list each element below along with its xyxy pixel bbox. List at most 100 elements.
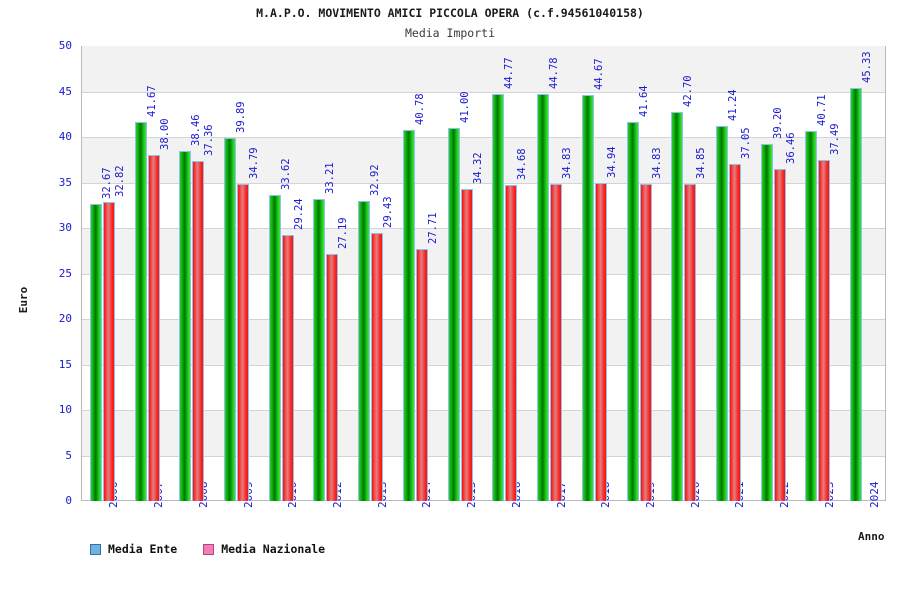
y-axis-tick-label: 10 xyxy=(58,403,72,416)
y-axis-tick-label: 25 xyxy=(58,266,72,280)
bar-value-label: 44.77 xyxy=(503,56,516,89)
bar-media-ente-2007[interactable] xyxy=(134,121,147,501)
bar-media-nazionale-2010[interactable] xyxy=(281,234,294,501)
bar-media-ente-2019[interactable] xyxy=(626,122,639,501)
y-axis-tick-label: 15 xyxy=(58,357,72,371)
bar-media-nazionale-2008[interactable] xyxy=(192,161,205,501)
bar-media-ente-2010[interactable] xyxy=(268,195,281,501)
bar-value-label: 45.33 xyxy=(861,51,874,84)
y-axis-title: Euro xyxy=(16,286,30,314)
bar-value-label: 39.89 xyxy=(235,101,248,133)
plot-band xyxy=(82,410,885,456)
bar-media-nazionale-2016[interactable] xyxy=(505,185,518,501)
chart-legend: Media Ente Media Nazionale xyxy=(90,542,325,556)
bar-media-ente-2022[interactable] xyxy=(760,144,773,501)
plot-area xyxy=(81,46,886,501)
bar-media-ente-2020[interactable] xyxy=(671,112,684,501)
bar-media-ente-2006[interactable] xyxy=(89,203,102,501)
bar-media-nazionale-2014[interactable] xyxy=(415,248,428,501)
bar-value-label: 44.67 xyxy=(592,57,605,90)
bar-media-ente-2016[interactable] xyxy=(492,93,505,501)
gridline xyxy=(82,319,885,320)
bar-media-nazionale-2007[interactable] xyxy=(147,155,160,501)
bar-media-nazionale-2015[interactable] xyxy=(460,188,473,501)
bar-media-ente-2009[interactable] xyxy=(224,138,237,501)
gridline xyxy=(82,364,885,366)
bar-value-label: 34.68 xyxy=(516,148,529,181)
legend-item-media-nazionale[interactable]: Media Nazionale xyxy=(203,542,325,556)
bar-value-label: 41.64 xyxy=(637,85,650,118)
gridline xyxy=(82,137,885,138)
bar-value-label: 34.94 xyxy=(605,146,618,179)
bar-value-label: 34.32 xyxy=(471,152,484,184)
bar-media-ente-2015[interactable] xyxy=(447,127,460,501)
y-axis-tick-label: 30 xyxy=(58,221,72,234)
gridline xyxy=(82,273,885,275)
bar-value-label: 40.71 xyxy=(816,93,829,126)
bar-value-label: 32.67 xyxy=(100,167,113,199)
bar-media-nazionale-2013[interactable] xyxy=(371,233,384,501)
y-axis-tick-label: 5 xyxy=(65,448,72,462)
y-axis-tick-label: 45 xyxy=(58,84,72,98)
bar-media-nazionale-2019[interactable] xyxy=(639,184,652,501)
plot-band xyxy=(82,228,885,274)
gridline xyxy=(82,410,885,411)
bar-value-label: 32.92 xyxy=(369,164,382,197)
bar-media-nazionale-2023[interactable] xyxy=(818,159,831,501)
bar-media-nazionale-2020[interactable] xyxy=(684,183,697,501)
bar-media-ente-2012[interactable] xyxy=(313,198,326,501)
bar-value-label: 33.62 xyxy=(279,158,292,191)
bar-value-label: 33.21 xyxy=(324,162,337,194)
bar-media-ente-2014[interactable] xyxy=(402,129,415,501)
bar-value-label: 41.24 xyxy=(726,89,739,121)
bar-media-nazionale-2018[interactable] xyxy=(594,183,607,501)
legend-label-media-ente: Media Ente xyxy=(108,542,178,556)
bar-value-label: 27.19 xyxy=(337,216,350,249)
bar-value-label: 34.85 xyxy=(695,147,708,179)
bar-media-ente-2024[interactable] xyxy=(850,88,863,501)
bar-value-label: 29.24 xyxy=(292,198,305,230)
bar-value-label: 38.46 xyxy=(190,114,203,146)
bar-value-label: 42.70 xyxy=(682,75,695,108)
plot-band xyxy=(82,319,885,365)
bar-value-label: 40.78 xyxy=(413,93,426,125)
y-axis-tick-label: 35 xyxy=(58,175,72,189)
gridline xyxy=(82,91,885,93)
legend-swatch-icon-media-nazionale xyxy=(203,543,215,555)
bar-value-label: 34.83 xyxy=(561,147,574,180)
x-axis-tick-label-2024: 2024 xyxy=(867,481,881,509)
legend-item-media-ente[interactable]: Media Ente xyxy=(90,542,177,556)
bar-media-nazionale-2022[interactable] xyxy=(773,169,786,501)
plot-band xyxy=(82,46,885,92)
bar-value-label: 38.00 xyxy=(158,118,171,151)
bar-value-label: 27.71 xyxy=(426,212,439,244)
legend-swatch-icon-media-ente xyxy=(90,543,101,555)
x-axis-title: Anno xyxy=(858,530,885,543)
bar-media-ente-2008[interactable] xyxy=(179,151,192,501)
y-axis-tick-label: 0 xyxy=(65,494,72,507)
bar-value-label: 39.20 xyxy=(771,107,784,140)
bar-value-label: 41.00 xyxy=(458,91,471,123)
bar-value-label: 32.82 xyxy=(113,165,126,198)
bar-media-nazionale-2009[interactable] xyxy=(237,184,250,501)
bar-media-nazionale-2006[interactable] xyxy=(102,202,115,501)
bar-media-ente-2017[interactable] xyxy=(537,93,550,501)
gridline xyxy=(82,228,885,229)
bar-media-nazionale-2021[interactable] xyxy=(728,163,741,501)
bar-media-ente-2018[interactable] xyxy=(581,94,594,501)
bar-media-ente-2021[interactable] xyxy=(715,125,728,501)
y-axis-tick-label: 40 xyxy=(58,130,72,143)
chart-title: M.A.P.O. MOVIMENTO AMICI PICCOLA OPERA (… xyxy=(256,6,644,20)
bar-value-label: 44.78 xyxy=(548,56,561,89)
bar-value-label: 41.67 xyxy=(145,85,158,117)
bar-media-ente-2023[interactable] xyxy=(805,130,818,501)
y-axis-tick-label: 50 xyxy=(58,39,72,52)
bar-media-nazionale-2012[interactable] xyxy=(326,253,339,501)
bar-media-ente-2013[interactable] xyxy=(358,201,371,501)
bar-value-label: 36.46 xyxy=(784,132,797,165)
legend-label-media-nazionale: Media Nazionale xyxy=(221,542,326,556)
bar-value-label: 37.05 xyxy=(739,127,752,159)
bar-media-nazionale-2017[interactable] xyxy=(550,184,563,501)
gridline xyxy=(82,182,885,184)
bar-value-label: 37.36 xyxy=(203,124,216,157)
